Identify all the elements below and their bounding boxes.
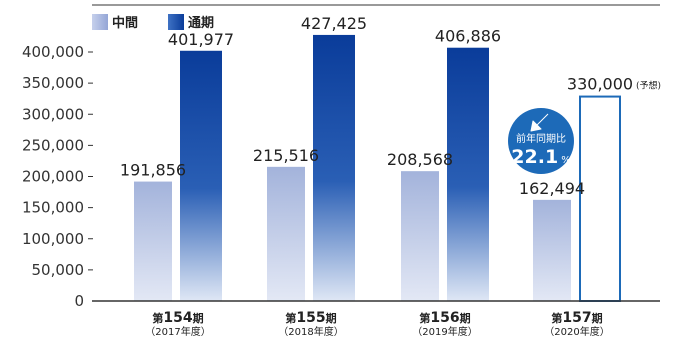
y-tick-label: 50,000 [32,261,85,279]
yoy-badge-value-line: 22.1% [511,146,570,168]
x-tick-sublabel: （2019年度） [412,325,477,338]
forecast-note: (予想) [636,80,661,92]
bar-full-year [447,47,489,301]
data-label-interim: 215,516 [253,146,319,165]
bar-interim [533,199,571,301]
y-tick-label: 350,000 [22,74,84,92]
x-tick-label: 第156期 [419,310,470,326]
legend: 中間 通期 [92,14,214,31]
y-tick-label: 300,000 [22,105,84,123]
data-label-full-year: 330,000 [567,75,633,94]
bars [134,34,621,302]
bar-full-year-forecast [579,95,621,302]
data-label-interim: 162,494 [519,179,585,198]
bar-interim [134,181,172,301]
y-tick-label: 150,000 [22,199,84,217]
data-label-interim: 208,568 [387,150,453,169]
data-label-full-year: 406,886 [435,27,501,46]
y-tick-label: 250,000 [22,136,84,154]
yoy-badge-unit: % [561,155,571,166]
yoy-badge-circle [508,108,574,174]
bar-full-year [313,34,355,301]
x-axis-category-labels: 第154期（2017年度） 第155期（2018年度） 第156期（2019年度） 第… [145,310,609,338]
legend-swatch-interim [92,14,108,30]
y-tick-label: 400,000 [22,43,84,61]
yoy-badge-value: 22.1 [511,146,558,168]
legend-label-full-year: 通期 [188,15,214,31]
bar-interim [267,166,305,301]
yoy-badge: 前年同期比 22.1% [508,108,574,174]
x-tick-sublabel: （2017年度） [145,325,210,338]
data-label-full-year: 401,977 [168,30,234,49]
x-tick-sublabel: （2020年度） [544,325,609,338]
yoy-badge-label: 前年同期比 [516,132,566,145]
y-axis: 0 50,000 100,000 150,000 200,000 250,000 300,0… [22,43,93,310]
bar-interim [401,171,439,301]
data-label-interim: 191,856 [120,161,186,180]
down-left-arrow-icon [530,113,549,132]
y-tick-label: 0 [74,292,84,310]
x-tick-label: 第154期 [152,310,203,326]
legend-label-interim: 中間 [112,15,138,31]
legend-swatch-full-year [168,14,184,30]
data-label-full-year: 427,425 [301,14,367,33]
y-tick-label: 200,000 [22,168,84,186]
bar-full-year [180,50,222,301]
x-tick-sublabel: （2018年度） [278,325,343,338]
value-labels: 191,856 401,977 215,516 427,425 208,568 406,8… [120,14,661,198]
y-tick-label: 100,000 [22,230,84,248]
x-tick-label: 第155期 [285,310,336,326]
x-tick-label: 第157期 [551,310,602,326]
